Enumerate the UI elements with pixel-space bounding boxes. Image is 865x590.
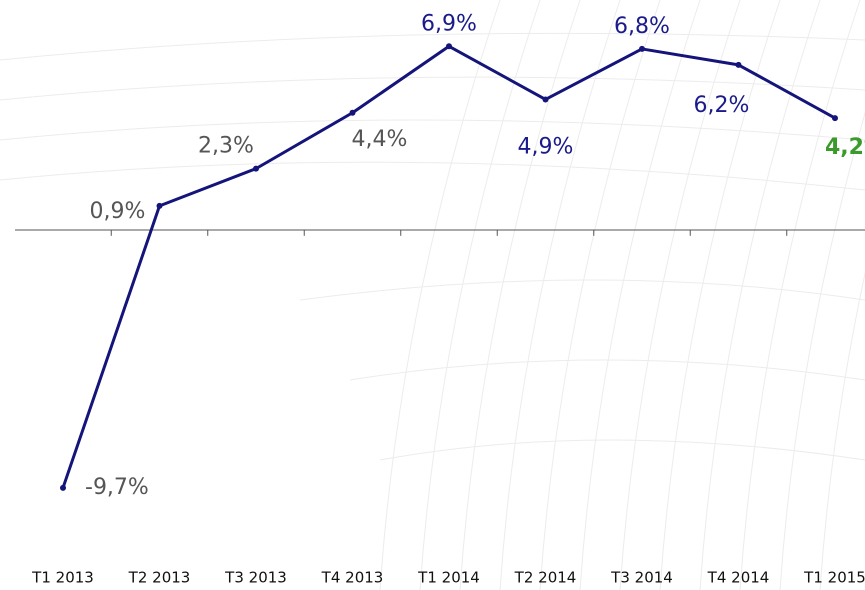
x-tick-label: T1 2015 — [803, 569, 865, 587]
data-point — [832, 115, 838, 122]
data-point — [253, 165, 259, 172]
x-tick-label: T1 2013 — [31, 569, 94, 587]
x-tick-label: T2 2013 — [128, 569, 191, 587]
x-tick-label: T1 2014 — [417, 569, 480, 587]
data-label: 2,3% — [198, 134, 254, 159]
data-label: 4,9% — [518, 134, 574, 159]
data-point — [349, 109, 356, 116]
data-label: 6,2% — [694, 93, 750, 118]
data-label: 4,4% — [352, 127, 408, 152]
x-tick-label: T4 2013 — [321, 569, 384, 587]
data-label: 0,9% — [90, 199, 146, 224]
x-tick-label: T2 2014 — [514, 569, 577, 587]
data-point — [446, 43, 452, 50]
data-point — [542, 96, 549, 103]
x-tick-label: T4 2014 — [707, 569, 770, 587]
data-label: 6,8% — [614, 14, 670, 39]
data-point — [639, 45, 645, 52]
data-label: 4,2% — [825, 135, 865, 160]
data-point — [735, 61, 742, 68]
x-tick-label: T3 2013 — [224, 569, 287, 587]
data-point — [60, 484, 66, 491]
data-point — [156, 202, 163, 209]
x-tick-label: T3 2014 — [610, 569, 673, 587]
data-label: -9,7% — [85, 475, 149, 500]
data-label: 6,9% — [421, 11, 477, 36]
